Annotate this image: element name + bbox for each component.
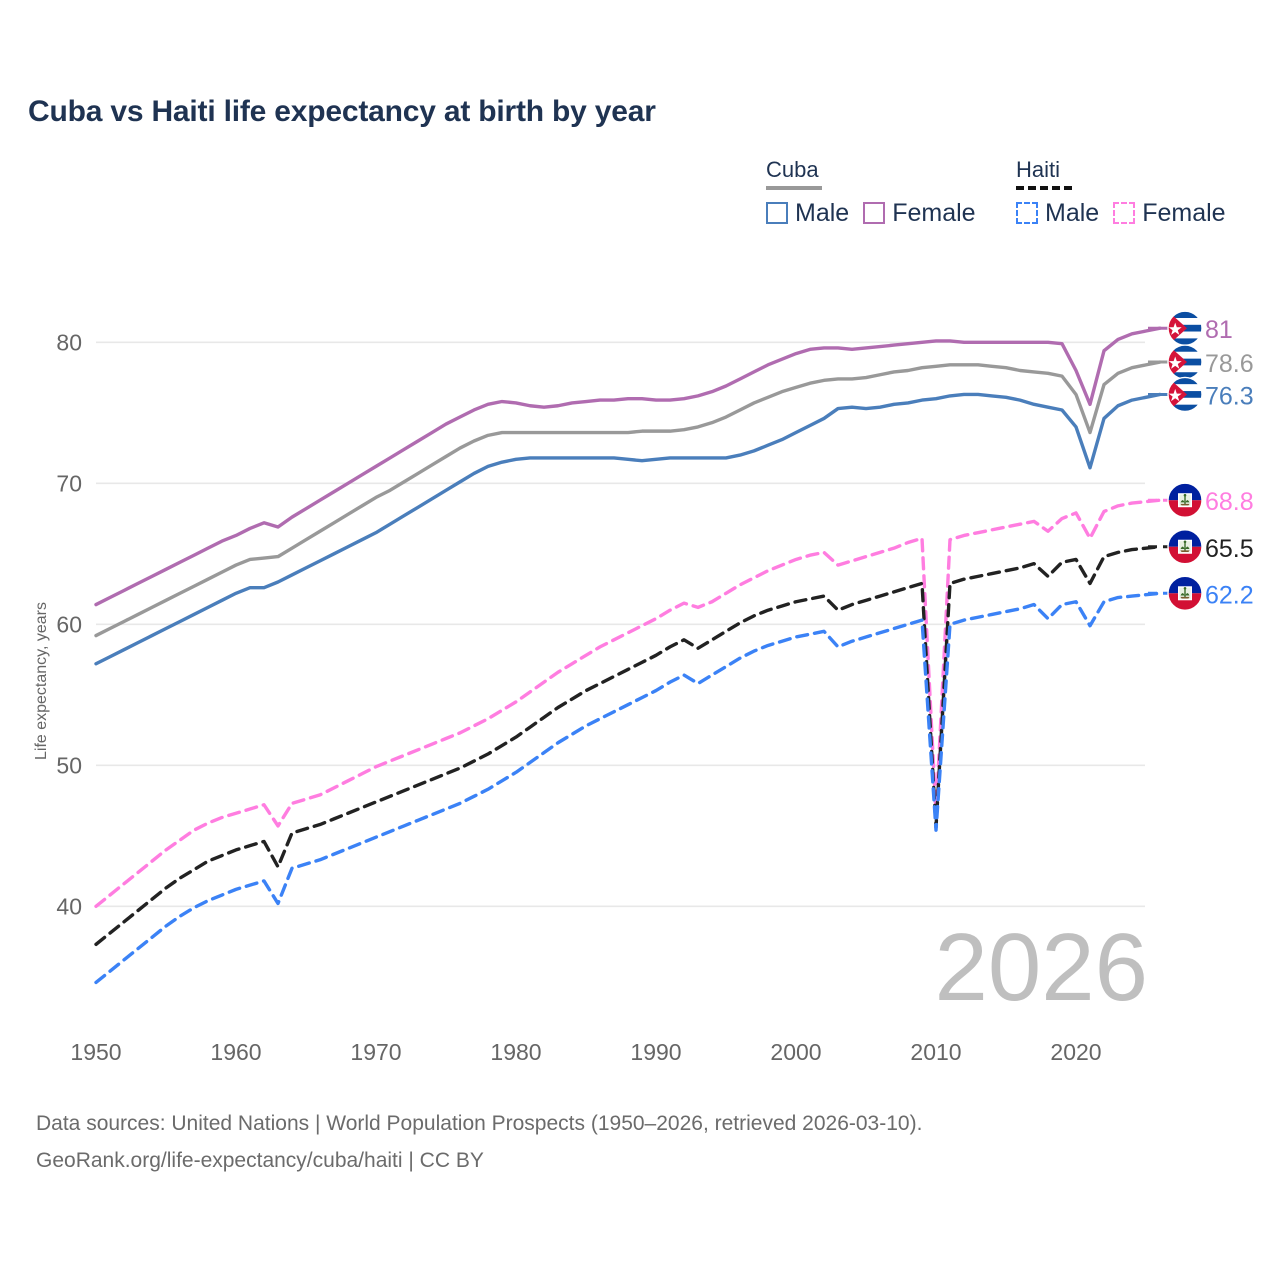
series-line-haiti-female	[94, 498, 1162, 908]
series-line-cuba-female	[94, 326, 1162, 607]
legend-group-cuba: Cuba Male Female	[766, 157, 976, 226]
legend-item-cuba-female[interactable]: Female	[863, 199, 976, 227]
series-lines	[94, 326, 1162, 985]
end-value-label: 68.8	[1205, 488, 1254, 516]
footer-line-sources: Data sources: United Nations | World Pop…	[36, 1112, 923, 1135]
y-axis-title: Life expectancy, years	[33, 602, 50, 760]
flag-icon-haiti	[1168, 530, 1202, 564]
y-gridlines	[96, 341, 1145, 908]
legend-group-cuba-label: Cuba	[766, 157, 819, 182]
legend-group-haiti: Haiti Male Female	[1016, 157, 1226, 226]
flag-icon-cuba	[1168, 311, 1202, 345]
legend-swatch-icon-haiti-male	[1016, 202, 1038, 224]
legend-items-cuba: Male Female	[766, 200, 976, 226]
chart-legend: Cuba Male Female Haiti Male	[762, 158, 1262, 242]
series-line-haiti-both-sexes	[94, 545, 1162, 947]
x-tick-label: 1980	[490, 1039, 541, 1065]
legend-items-haiti: Male Female	[1016, 200, 1226, 226]
legend-swatch-icon-cuba-female	[863, 202, 886, 224]
series-line-cuba-both-sexes	[94, 360, 1162, 638]
series-end-markers: 81 78.6 76.3 68.8 65.5 62.2	[1148, 311, 1254, 610]
y-tick-label: 50	[56, 752, 82, 778]
legend-rule-haiti	[1016, 186, 1072, 190]
y-tick-label: 60	[56, 611, 82, 637]
footer-credits: Data sources: United Nations | World Pop…	[36, 1105, 922, 1179]
y-tick-label: 80	[56, 329, 82, 355]
end-value-label: 76.3	[1205, 382, 1254, 410]
end-value-label: 65.5	[1205, 535, 1254, 563]
series-line-haiti-male	[94, 591, 1162, 985]
life-expectancy-line-chart: 2026 40 50 60 70 80 Life expectancy, years 1…	[33, 0, 1254, 1065]
y-tick-label: 40	[56, 893, 82, 919]
page-title: Cuba vs Haiti life expectancy at birth b…	[28, 95, 656, 128]
legend-rule-cuba	[766, 186, 822, 190]
legend-label-haiti-female: Female	[1142, 199, 1226, 227]
flag-icon-cuba	[1168, 377, 1202, 411]
legend-group-haiti-label: Haiti	[1016, 157, 1061, 182]
chart-plot-area: 2026 40 50 60 70 80 Life expectancy, years 1…	[33, 0, 1254, 1065]
legend-item-haiti-female[interactable]: Female	[1113, 199, 1226, 227]
y-axis-tick-labels: 40 50 60 70 80	[56, 329, 82, 919]
end-value-label: 62.2	[1205, 581, 1254, 609]
end-value-label: 78.6	[1205, 350, 1254, 378]
x-tick-label: 1960	[210, 1039, 261, 1065]
x-tick-label: 1990	[630, 1039, 681, 1065]
flag-icon-cuba	[1168, 345, 1202, 379]
x-tick-label: 1970	[350, 1039, 401, 1065]
x-axis-tick-labels: 1950 1960 1970 1980 1990 2000 2010 2020	[70, 1039, 1101, 1065]
x-tick-label: 2010	[910, 1039, 961, 1065]
series-line-cuba-male	[94, 392, 1162, 666]
legend-label-cuba-female: Female	[892, 199, 976, 227]
legend-item-cuba-male[interactable]: Male	[766, 200, 849, 226]
legend-label-cuba-male: Male	[795, 199, 850, 227]
x-tick-label: 2000	[770, 1039, 821, 1065]
y-tick-label: 70	[56, 470, 82, 496]
legend-label-haiti-male: Male	[1045, 199, 1100, 227]
end-value-label: 81	[1205, 316, 1233, 344]
year-watermark: 2026	[934, 914, 1148, 1021]
flag-icon-haiti	[1168, 483, 1202, 517]
legend-swatch-icon-haiti-female	[1113, 202, 1136, 224]
x-tick-label: 1950	[70, 1039, 121, 1065]
x-tick-label: 2020	[1050, 1039, 1101, 1065]
legend-item-haiti-male[interactable]: Male	[1016, 200, 1099, 226]
flag-icon-haiti	[1168, 576, 1202, 610]
footer-line-url[interactable]: GeoRank.org/life-expectancy/cuba/haiti |…	[36, 1149, 484, 1172]
legend-swatch-icon-cuba-male	[766, 202, 788, 224]
